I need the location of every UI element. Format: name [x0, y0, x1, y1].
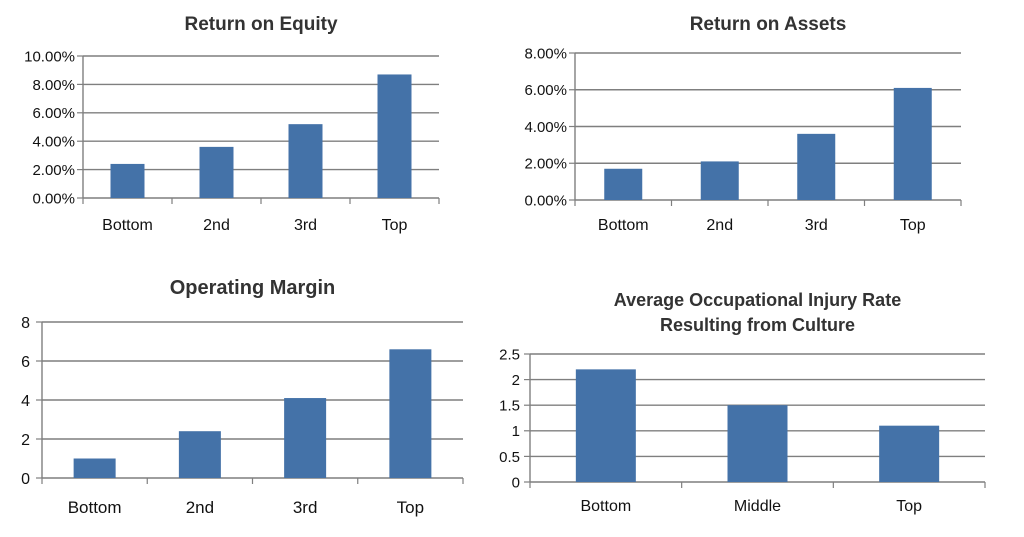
bar-3rd — [797, 133, 836, 200]
chart-title: Return on Equity — [184, 14, 337, 35]
y-tick-label: 1 — [512, 423, 520, 440]
y-tick-label: 0.00% — [524, 192, 567, 209]
bar-top — [893, 87, 932, 200]
bar-2nd — [700, 161, 739, 200]
bar-bottom — [110, 163, 145, 198]
y-tick-label: 8.00% — [32, 77, 75, 94]
y-tick-label: 4 — [21, 393, 30, 410]
y-tick-label: 8 — [21, 315, 30, 332]
y-tick-label: 2 — [21, 432, 30, 449]
y-tick-label: 0 — [21, 471, 30, 488]
bar-middle — [727, 405, 788, 482]
x-category-label: Bottom — [102, 217, 153, 234]
x-category-label: Top — [397, 498, 424, 517]
y-tick-label: 6.00% — [524, 82, 567, 99]
x-category-label: Top — [896, 498, 922, 515]
chart-title: Average Occupational Injury Rate — [614, 290, 901, 310]
y-tick-label: 2.00% — [32, 162, 75, 179]
x-category-label: Bottom — [68, 498, 122, 517]
y-tick-label: 0 — [512, 474, 520, 491]
y-tick-label: 2.00% — [524, 156, 567, 173]
y-tick-label: 8.00% — [524, 45, 567, 62]
bar-2nd — [178, 431, 221, 478]
chart-return-on-equity: Return on Equity 0.00% 2.00% 4.00% 6.00% 8.00… — [24, 14, 440, 234]
bar-bottom — [604, 168, 643, 200]
y-tick-label: 0.00% — [32, 190, 75, 207]
y-tick-label: 4.00% — [32, 134, 75, 151]
chart-occupational-injury-rate: Average Occupational Injury Rate Resultin… — [499, 290, 986, 515]
bar-3rd — [284, 398, 327, 478]
y-tick-label: 2 — [512, 372, 520, 389]
bar-top — [389, 349, 432, 478]
bar-2nd — [199, 146, 234, 198]
x-category-label: Bottom — [580, 498, 631, 515]
y-tick-label: 6 — [21, 354, 30, 371]
chart-operating-margin: Operating Margin 0 2 4 6 8 Bottom 2nd 3rd Top — [21, 277, 464, 517]
chart-title: Return on Assets — [690, 14, 847, 35]
chart-title: Operating Margin — [170, 277, 336, 299]
x-category-label: 2nd — [706, 217, 733, 234]
y-tick-label: 10.00% — [24, 48, 75, 65]
y-tick-label: 0.5 — [499, 449, 520, 466]
x-category-label: Top — [900, 217, 926, 234]
y-tick-label: 1.5 — [499, 398, 520, 415]
bar-top — [377, 74, 412, 198]
x-category-label: Bottom — [598, 217, 649, 234]
y-tick-label: 2.5 — [499, 346, 520, 363]
chart-title: Resulting from Culture — [660, 315, 855, 335]
x-category-label: 3rd — [293, 498, 318, 517]
x-category-label: Middle — [734, 498, 781, 515]
bar-3rd — [288, 124, 323, 198]
x-category-label: Top — [382, 217, 408, 234]
x-category-label: 2nd — [186, 498, 214, 517]
chart-return-on-assets: Return on Assets 0.00% 2.00% 4.00% 6.00% 8.00… — [524, 14, 962, 234]
x-category-label: 3rd — [294, 217, 317, 234]
x-category-label: 2nd — [203, 217, 230, 234]
y-tick-label: 4.00% — [524, 119, 567, 136]
bar-top — [879, 425, 940, 482]
x-category-label: 3rd — [805, 217, 828, 234]
bar-bottom — [575, 369, 636, 482]
bar-bottom — [73, 458, 116, 478]
y-tick-label: 6.00% — [32, 105, 75, 122]
